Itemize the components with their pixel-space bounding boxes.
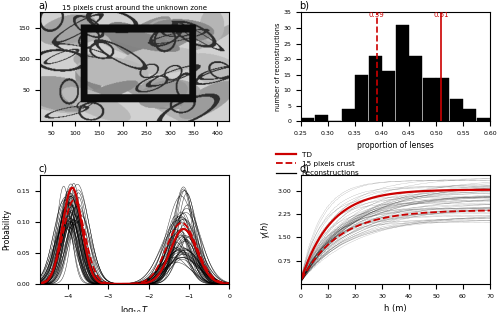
Text: c): c) <box>38 163 47 173</box>
Bar <box>477 118 490 121</box>
Title: 15 pixels crust around the unknown zone: 15 pixels crust around the unknown zone <box>62 5 207 11</box>
Bar <box>382 71 395 121</box>
Bar <box>368 56 382 121</box>
Legend: TD, 15 pixels crust, Reconstructions: TD, 15 pixels crust, Reconstructions <box>272 149 362 179</box>
X-axis label: h (m): h (m) <box>384 304 407 312</box>
Bar <box>436 78 449 121</box>
Text: b): b) <box>299 0 309 10</box>
Y-axis label: $\gamma(h)$: $\gamma(h)$ <box>259 221 272 239</box>
Bar <box>396 25 408 121</box>
Text: d): d) <box>299 163 309 173</box>
Text: 0.51: 0.51 <box>434 12 449 18</box>
Text: a): a) <box>38 0 48 10</box>
X-axis label: proportion of lenses: proportion of lenses <box>357 141 434 150</box>
Y-axis label: number of reconstructions: number of reconstructions <box>274 22 280 111</box>
Bar <box>301 118 314 121</box>
X-axis label: $\log_{10}T$: $\log_{10}T$ <box>120 304 150 312</box>
Y-axis label: Probability: Probability <box>2 209 11 250</box>
Text: 0.39: 0.39 <box>368 12 384 18</box>
Bar <box>464 109 476 121</box>
Bar <box>355 75 368 121</box>
Bar <box>342 109 354 121</box>
Bar <box>422 78 436 121</box>
Bar <box>314 115 328 121</box>
Bar <box>450 99 462 121</box>
Bar <box>409 56 422 121</box>
